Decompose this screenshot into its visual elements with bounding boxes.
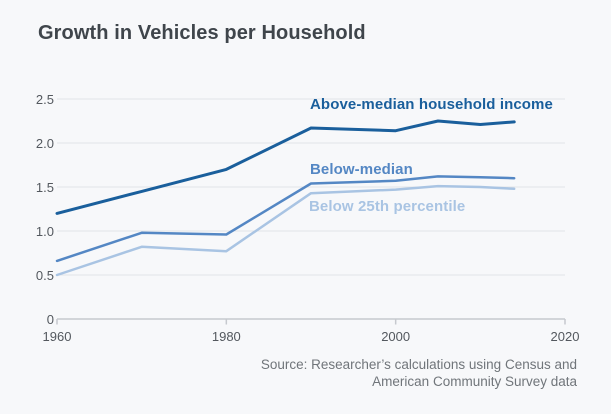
y-axis-tick-label: 2.0 — [35, 135, 54, 151]
series-line-1 — [55, 175, 516, 263]
y-axis-tick-label: 0.5 — [35, 267, 54, 283]
series-label-below-median: Below-median — [310, 161, 413, 178]
source-note-line1: Source: Researcher’s calculations using … — [260, 357, 577, 372]
x-axis-tick-label: 2020 — [550, 329, 580, 344]
y-axis-tick-label: 0 — [46, 311, 54, 327]
y-axis-tick-label: 1.0 — [35, 223, 54, 239]
x-axis-tick-label: 1960 — [42, 329, 72, 344]
series-label-below-25th-percentile: Below 25th percentile — [309, 198, 466, 215]
series-label-above-median: Above-median household income — [310, 96, 553, 113]
source-note: Source: Researcher’s calculations using … — [261, 356, 577, 390]
chart-title: Growth in Vehicles per Household — [38, 22, 366, 44]
y-axis-tick-label: 1.5 — [35, 179, 54, 195]
y-axis-tick-label: 2.5 — [35, 91, 54, 107]
series-line-0 — [55, 119, 516, 215]
source-note-line2: American Community Survey data — [372, 374, 577, 389]
series-line-2 — [55, 184, 516, 277]
x-axis-tick-label: 2000 — [381, 329, 411, 344]
x-axis-tick-label: 1980 — [211, 329, 241, 344]
